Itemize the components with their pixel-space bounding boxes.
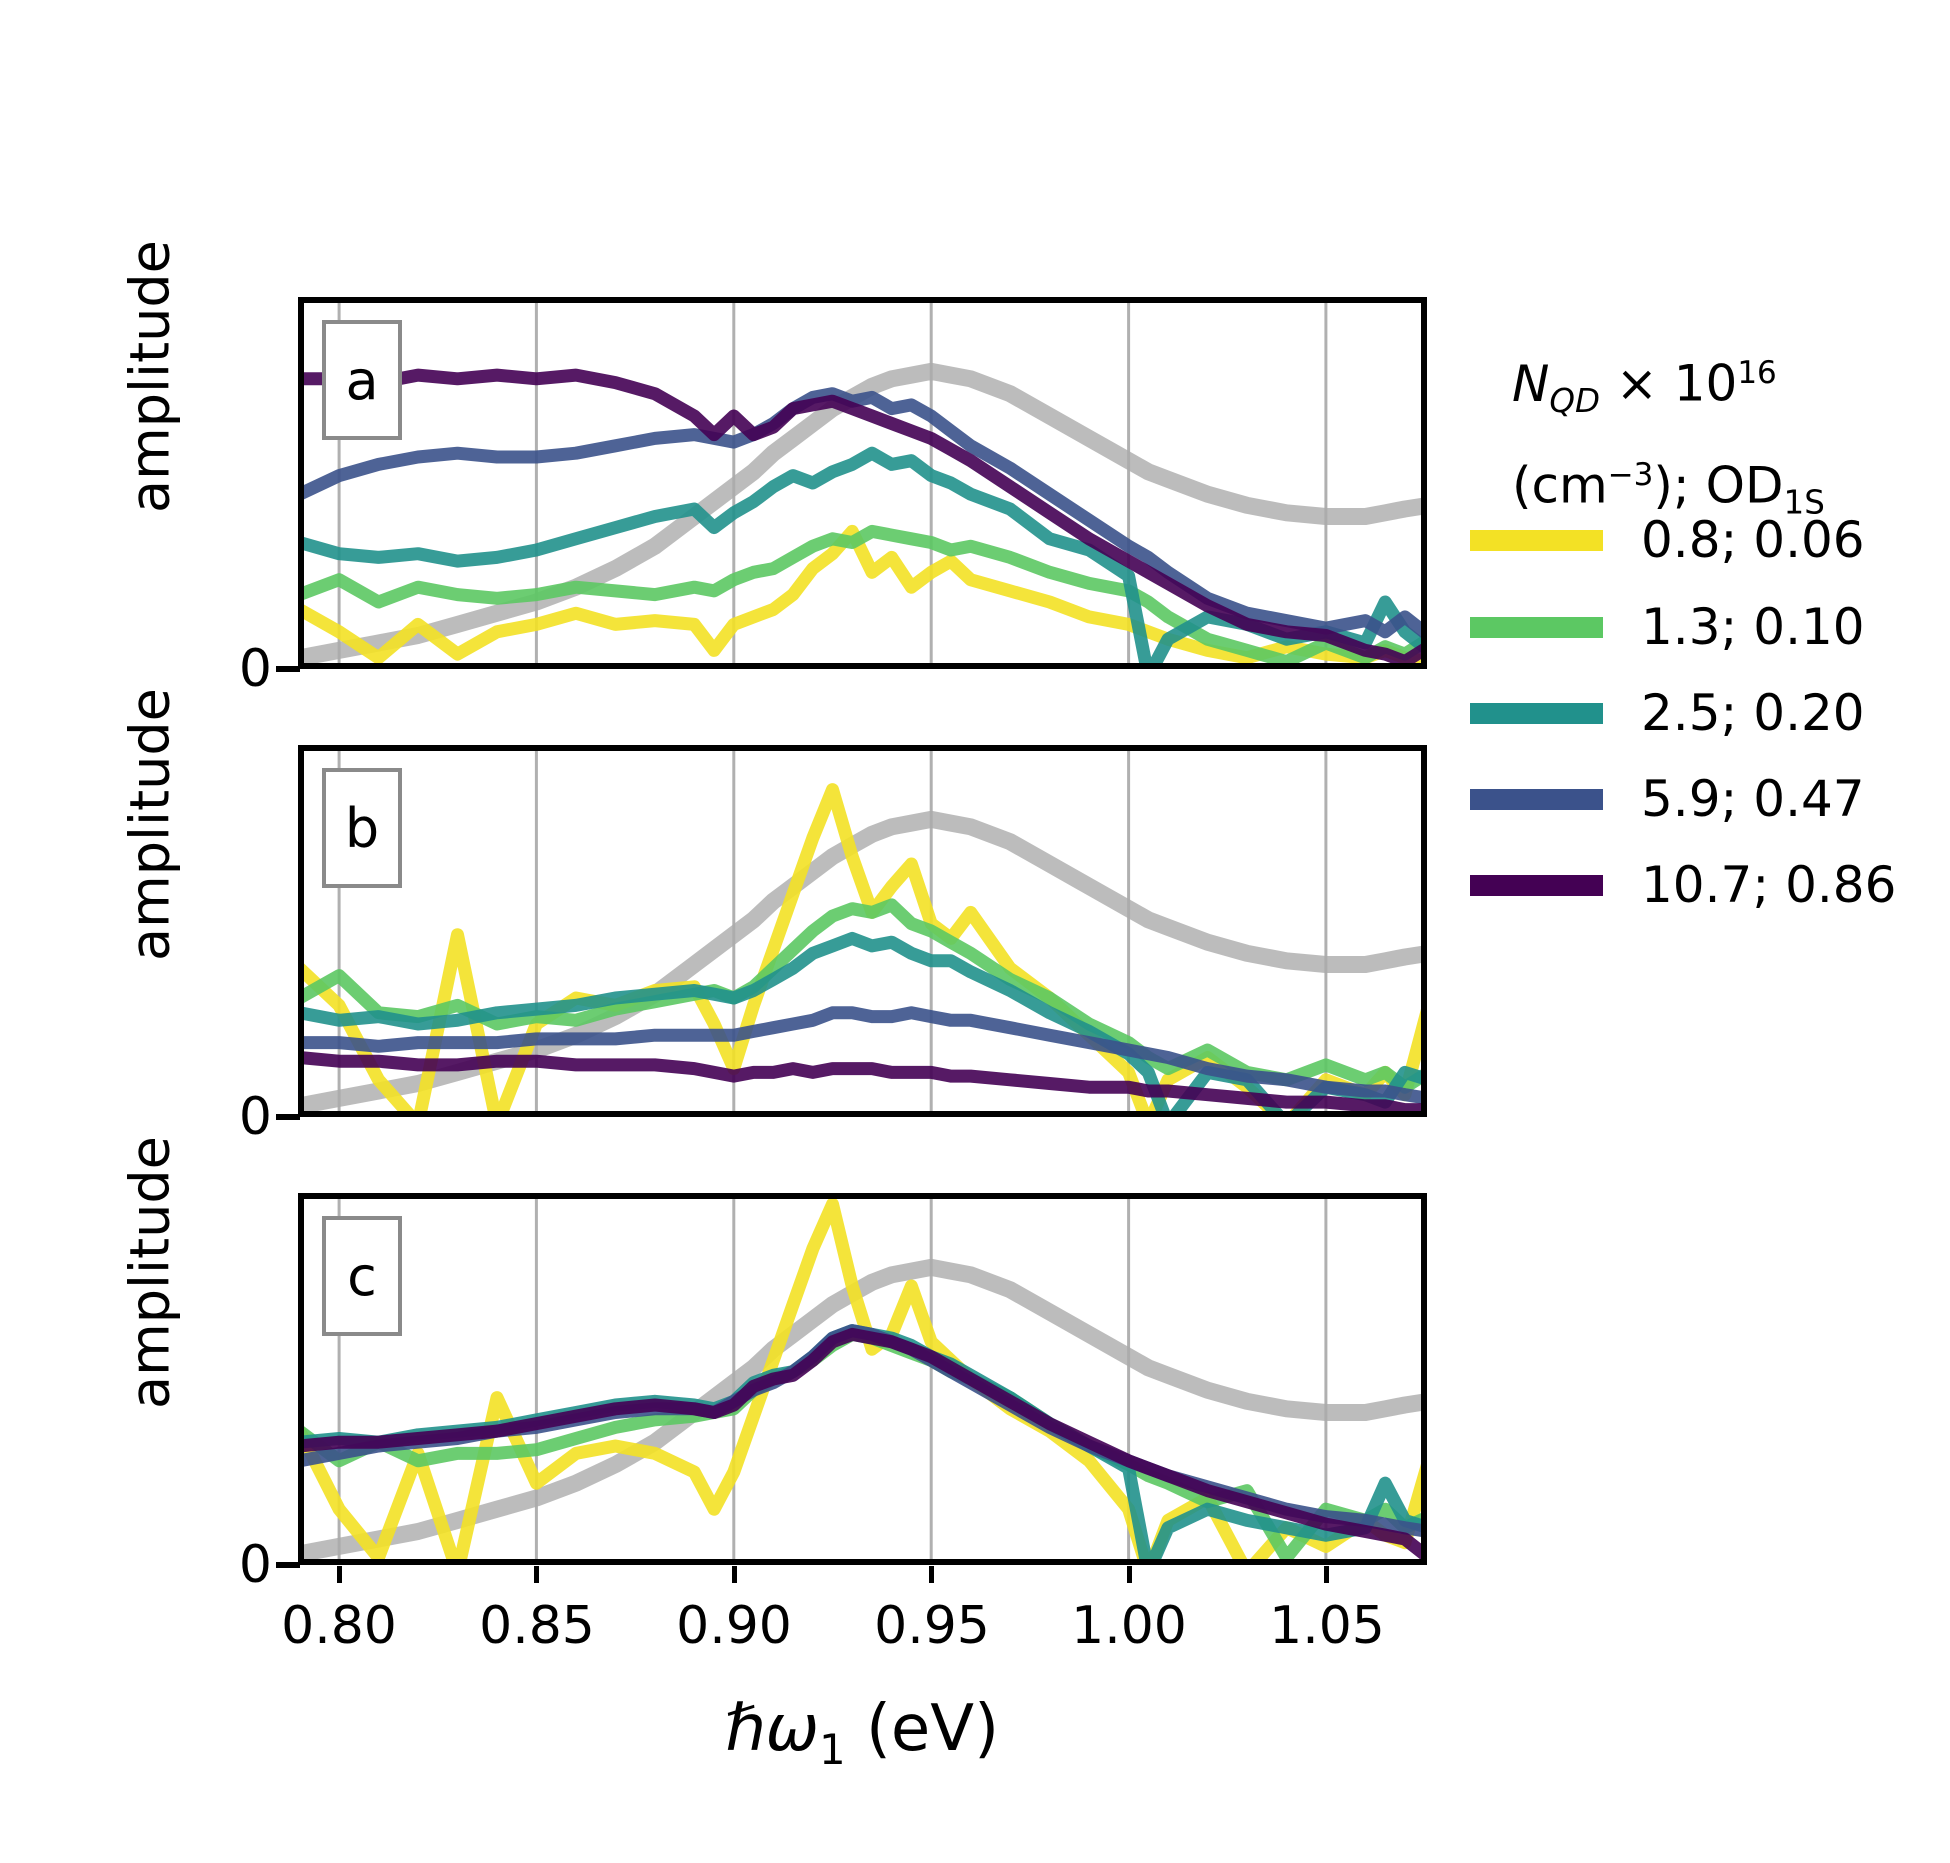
x-tick-mark-4 <box>1127 1566 1132 1583</box>
legend-swatch-green <box>1470 616 1603 638</box>
panel-a-letter: a <box>345 348 379 412</box>
legend-swatch-blue <box>1470 788 1603 810</box>
x-tick-label-1: 0.85 <box>479 1596 595 1656</box>
panel-a-chart <box>298 297 1427 669</box>
panel-a-label-box: a <box>322 320 402 440</box>
legend-title-line2: (cm−3); OD1S <box>1512 456 1825 522</box>
y-tick-label-zero-a: 0 <box>238 639 272 699</box>
x-tick-mark-5 <box>1324 1566 1329 1583</box>
panel-c-plot: c <box>298 1193 1427 1565</box>
x-tick-label-0: 0.80 <box>281 1596 397 1656</box>
panel-b-plot: b <box>298 745 1427 1117</box>
legend-entry-2: 2.5; 0.20 <box>1470 683 1865 743</box>
y-tick-label-zero-c: 0 <box>238 1535 272 1595</box>
x-tick-label-5: 1.05 <box>1269 1596 1385 1656</box>
legend: NQD × 1016 (cm−3); OD1S 0.8; 0.06 1.3; 0… <box>1470 336 1940 914</box>
y-axis-label-c: amplitude <box>118 1136 182 1409</box>
y-tick-mark-a <box>276 666 300 672</box>
legend-label-1: 1.3; 0.10 <box>1641 598 1865 656</box>
x-tick-mark-1 <box>534 1566 539 1583</box>
x-tick-mark-0 <box>337 1566 342 1583</box>
panel-b-letter: b <box>344 796 380 860</box>
legend-title-line1: NQD × 1016 <box>1512 354 1777 420</box>
legend-label-4: 10.7; 0.86 <box>1641 856 1897 914</box>
legend-entry-1: 1.3; 0.10 <box>1470 597 1865 657</box>
legend-entry-3: 5.9; 0.47 <box>1470 769 1865 829</box>
legend-entry-4: 10.7; 0.86 <box>1470 855 1896 915</box>
x-tick-label-3: 0.95 <box>874 1596 990 1656</box>
x-axis-label: ℏω1 (eV) <box>724 1692 1000 1774</box>
x-tick-label-2: 0.90 <box>676 1596 792 1656</box>
legend-label-3: 5.9; 0.47 <box>1641 770 1865 828</box>
legend-label-0: 0.8; 0.06 <box>1641 511 1865 569</box>
legend-entry-0: 0.8; 0.06 <box>1470 510 1865 570</box>
panel-b-label-box: b <box>322 768 402 888</box>
y-tick-mark-b <box>276 1114 300 1120</box>
x-tick-mark-3 <box>929 1566 934 1583</box>
panel-c-chart <box>298 1193 1427 1565</box>
legend-swatch-teal <box>1470 702 1603 724</box>
x-tick-mark-2 <box>732 1566 737 1583</box>
legend-swatch-purple <box>1470 874 1603 896</box>
panel-b-chart <box>298 745 1427 1117</box>
x-tick-label-4: 1.00 <box>1071 1596 1187 1656</box>
y-tick-mark-c <box>276 1562 300 1568</box>
y-tick-label-zero-b: 0 <box>238 1087 272 1147</box>
panel-c-letter: c <box>347 1244 377 1308</box>
panel-c-label-box: c <box>322 1216 402 1336</box>
panel-a-plot: a <box>298 297 1427 669</box>
legend-title: NQD × 1016 (cm−3); OD1S <box>1512 336 1940 539</box>
legend-label-2: 2.5; 0.20 <box>1641 684 1865 742</box>
y-axis-label-a: amplitude <box>118 240 182 513</box>
legend-swatch-yellow <box>1470 529 1603 551</box>
y-axis-label-b: amplitude <box>118 688 182 961</box>
